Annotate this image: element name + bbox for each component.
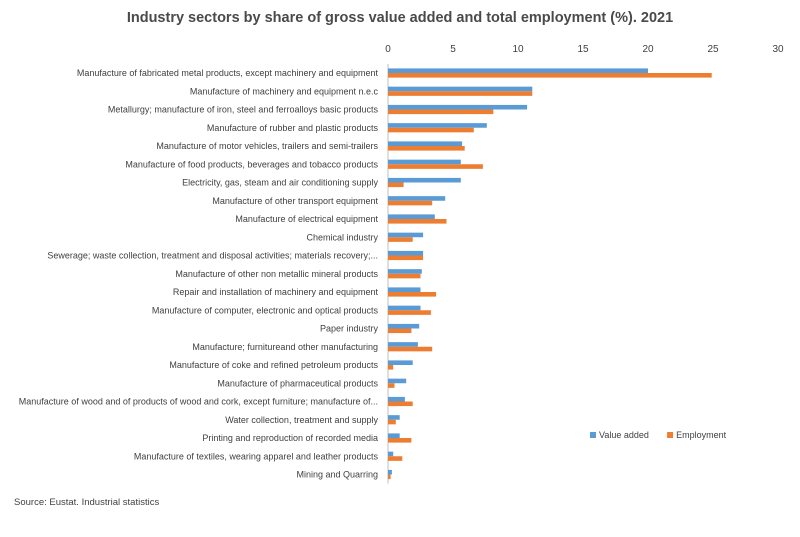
legend-label: Value added [599, 430, 649, 440]
bar-employment [388, 146, 465, 151]
category-label: Manufacture of coke and refined petroleu… [169, 360, 378, 370]
bar-employment [388, 164, 483, 169]
bar-employment [388, 255, 424, 261]
category-label: Repair and installation of machinery and… [173, 287, 379, 297]
bar-employment [388, 474, 391, 480]
category-label: Manufacture of other transport equipment [212, 196, 378, 206]
bar-employment [388, 419, 396, 425]
category-label: Manufacture of food products, beverages … [125, 159, 378, 169]
bar-employment [388, 456, 403, 461]
bar-value-added [388, 415, 400, 420]
x-tick-label: 15 [577, 44, 589, 55]
bar-employment [388, 237, 413, 242]
x-tick-label: 30 [772, 44, 784, 55]
legend: Value added Employment [590, 430, 727, 440]
x-tick-label: 0 [385, 44, 391, 55]
category-label: Manufacture of computer, electronic and … [152, 305, 379, 315]
category-label: Water collection, treatment and supply [225, 415, 378, 425]
bar-employment [388, 292, 437, 297]
bar-employment [388, 346, 433, 352]
bar-employment [388, 109, 494, 115]
bar-employment [388, 91, 533, 96]
bar-value-added [388, 86, 533, 92]
bar-value-added [388, 214, 435, 219]
category-label: Manufacture of rubber and plastic produc… [207, 123, 379, 133]
bar-employment [388, 273, 421, 279]
bar-value-added [388, 469, 392, 475]
bar-value-added [388, 287, 421, 292]
bar-value-added [388, 104, 528, 110]
bar-employment [388, 219, 447, 224]
bar-value-added [388, 396, 405, 402]
category-label: Mining and Quarring [296, 470, 378, 480]
category-label: Chemical industry [306, 232, 378, 242]
bar-employment [388, 401, 413, 407]
chart-title: Industry sectors by share of gross value… [126, 10, 674, 26]
category-label: Sewerage; waste collection, treatment an… [47, 251, 378, 261]
bar-value-added [388, 159, 461, 165]
bar-value-added [388, 342, 418, 347]
bar-employment [388, 127, 474, 133]
bar-employment [388, 365, 394, 370]
x-tick-label: 20 [642, 44, 654, 55]
category-label: Manufacture of fabricated metal products… [77, 68, 379, 78]
source-note: Source: Eustat. Industrial statistics [14, 497, 160, 508]
category-label: Electricity, gas, steam and air conditio… [182, 178, 378, 188]
category-label: Manufacture of textiles, wearing apparel… [134, 451, 379, 461]
category-label: Manufacture of pharmaceutical products [217, 378, 378, 388]
category-label: Manufacture of wood and of products of w… [19, 397, 378, 407]
x-tick-label: 10 [512, 44, 524, 55]
legend-label: Employment [676, 430, 727, 440]
bar-value-added [388, 196, 446, 201]
bar-employment [388, 73, 712, 78]
bar-employment [388, 328, 412, 334]
bar-value-added [388, 433, 400, 438]
category-label: Manufacture of other non metallic minera… [175, 269, 378, 279]
bar-employment [388, 383, 395, 388]
bar-value-added [388, 305, 421, 311]
bar-value-added [388, 360, 413, 365]
legend-swatch [590, 432, 596, 438]
category-label: Manufacture of electrical equipment [235, 214, 378, 224]
bar-value-added [388, 451, 394, 457]
bar-value-added [388, 323, 420, 329]
bar-value-added [388, 232, 424, 238]
bar-employment [388, 182, 404, 188]
bars [388, 68, 712, 480]
x-tick-label: 25 [707, 44, 719, 55]
bar-value-added [388, 250, 424, 256]
category-label: Manufacture of machinery and equipment n… [190, 86, 379, 96]
category-labels: Manufacture of fabricated metal products… [19, 68, 379, 480]
category-label: Manufacture; furnitureand other manufact… [192, 342, 378, 352]
category-label: Printing and reproduction of recorded me… [202, 433, 378, 443]
x-tick-label: 5 [450, 44, 456, 55]
category-label: Metallurgy; manufacture of iron, steel a… [108, 105, 379, 115]
bar-value-added [388, 68, 648, 73]
bar-value-added [388, 269, 422, 274]
bar-value-added [388, 177, 461, 183]
legend-swatch [667, 432, 674, 438]
bar-employment [388, 438, 412, 443]
bar-employment [388, 310, 431, 315]
bar-employment [388, 200, 433, 206]
bar-value-added [388, 123, 487, 128]
category-label: Manufacture of motor vehicles, trailers … [156, 141, 378, 151]
bar-value-added [388, 141, 463, 146]
category-label: Paper industry [320, 324, 379, 334]
bar-value-added [388, 378, 407, 384]
